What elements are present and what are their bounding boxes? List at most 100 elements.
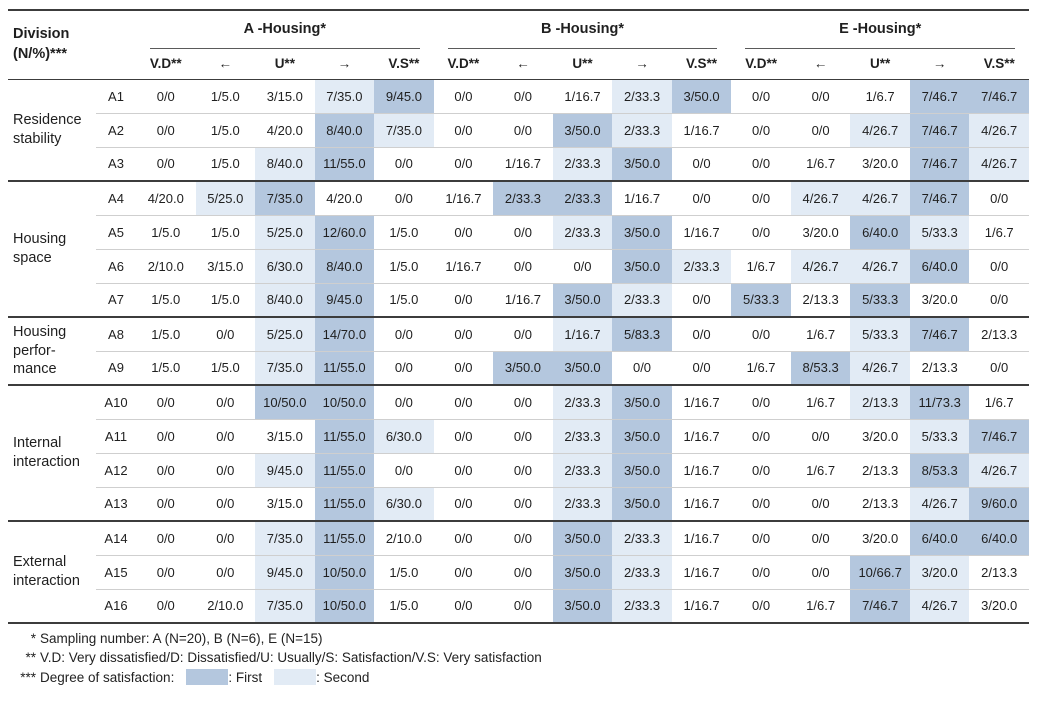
left-arrow-header: ←	[195, 49, 256, 80]
data-cell: 1/6.7	[790, 384, 851, 419]
data-cell: 3/50.0	[612, 248, 672, 283]
data-cell: 11/55.0	[314, 520, 375, 555]
footnote-marker: **	[25, 650, 36, 665]
data-cell: 0/0	[195, 486, 256, 521]
data-cell: 3/15.0	[255, 418, 315, 453]
data-cell: 0/0	[790, 112, 851, 147]
data-cell: 6/30.0	[374, 418, 434, 453]
data-cell: 0/0	[433, 282, 494, 317]
data-cell: 0/0	[493, 214, 553, 249]
data-cell: 8/53.3	[909, 452, 970, 487]
table-body: Residence stability A1 0/0 1/5.0 3/15.0 7/35.…	[8, 79, 1029, 623]
data-cell: 1/16.7	[671, 418, 732, 453]
data-cell: 10/50.0	[255, 384, 315, 419]
data-cell: 9/45.0	[314, 282, 375, 317]
data-cell: 1/16.7	[433, 180, 494, 215]
data-cell: 9/45.0	[255, 554, 315, 589]
data-cell: 0/0	[156, 88, 175, 104]
data-cell: 4/26.7	[969, 146, 1029, 181]
row-item-label: A10	[96, 384, 136, 419]
data-cell: 4/26.7	[969, 452, 1029, 487]
data-cell: 0/0	[433, 520, 494, 555]
table-row: A9 1/5.0 1/5.0 7/35.0 11/55.0 0/0 0/0 3/50.0 3/5…	[8, 350, 1029, 385]
data-cell: 3/50.0	[612, 486, 672, 521]
data-cell: 4/20.0	[314, 180, 375, 215]
table-row: A12 0/0 0/0 9/45.0 11/55.0 0/0 0/0 0/0 2/33.3 3/5…	[8, 452, 1029, 487]
row-item-label: A5	[96, 214, 136, 249]
data-cell: 0/0	[195, 520, 256, 555]
column-group-label: E -Housing*	[745, 11, 1015, 49]
data-cell: 8/40.0	[314, 112, 375, 147]
data-cell: 0/0	[671, 316, 732, 351]
table-row: A2 0/0 1/5.0 4/20.0 8/40.0 7/35.0 0/0 0/0 3/50.0…	[8, 112, 1029, 147]
right-arrow-header: →	[612, 49, 672, 80]
column-header: V.S**	[969, 49, 1029, 80]
data-cell: 3/50.0	[612, 418, 672, 453]
data-cell: 1/16.7	[433, 248, 494, 283]
data-cell: 3/50.0	[612, 146, 672, 181]
page: Division (N/%)*** A -Housing* B -Housing*…	[8, 9, 1029, 685]
table-row: A11 0/0 0/0 3/15.0 11/55.0 6/30.0 0/0 0/0 2/33.3…	[8, 418, 1029, 453]
data-cell: 0/0	[433, 384, 494, 419]
data-cell: 4/26.7	[969, 112, 1029, 147]
data-cell: 0/0	[731, 520, 791, 555]
legend-text: Degree of satisfaction:	[40, 669, 175, 685]
data-cell: 0/0	[671, 282, 732, 317]
data-cell: 5/33.3	[909, 418, 970, 453]
data-cell: 0/0	[433, 350, 494, 385]
data-cell: 0/0	[671, 180, 732, 215]
data-cell: 4/20.0	[255, 112, 315, 147]
row-item-label: A16	[96, 588, 136, 623]
data-cell: 0/0	[552, 248, 613, 283]
data-cell: 4/26.7	[850, 350, 910, 385]
data-cell: 1/6.7	[865, 88, 895, 104]
left-arrow-header: ←	[790, 49, 851, 80]
row-item-label: A7	[96, 282, 136, 317]
data-cell: 3/50.0	[493, 350, 553, 385]
table-row: Housing space A4 4/20.0 5/25.0 7/35.0 4/20.0 0…	[8, 180, 1029, 317]
data-cell: 1/5.0	[374, 248, 434, 283]
data-cell: 0/0	[433, 146, 494, 181]
data-cell: 3/50.0	[552, 112, 613, 147]
data-cell: 7/46.7	[909, 112, 970, 147]
data-cell: 0/0	[790, 418, 851, 453]
table-row: Residence stability A1 0/0 1/5.0 3/15.0 7/35.…	[8, 79, 1029, 147]
data-cell: 2/33.3	[612, 112, 672, 147]
data-cell: 0/0	[454, 88, 473, 104]
column-header: V.S**	[374, 49, 434, 80]
data-cell: 5/33.3	[850, 282, 910, 317]
data-cell: 0/0	[731, 554, 791, 589]
table-row: External interaction A14 0/0 0/0 7/35.0 11/55…	[8, 520, 1029, 623]
column-header: U**	[850, 49, 910, 80]
data-cell: 0/0	[969, 248, 1029, 283]
data-cell: 1/16.7	[493, 146, 553, 181]
column-header: U**	[552, 49, 613, 80]
data-cell: 7/35.0	[255, 520, 315, 555]
data-cell: 0/0	[731, 452, 791, 487]
data-cell: 7/46.7	[969, 79, 1029, 113]
data-cell: 2/33.3	[612, 588, 672, 623]
data-cell: 7/46.7	[909, 316, 970, 351]
data-cell: 2/33.3	[493, 180, 553, 215]
data-cell: 0/0	[136, 452, 196, 487]
data-cell: 1/16.7	[671, 384, 732, 419]
data-cell: 10/50.0	[314, 588, 375, 623]
data-cell: 3/15.0	[255, 486, 315, 521]
column-header: V.D**	[433, 49, 494, 80]
data-cell: 1/5.0	[136, 282, 196, 317]
data-cell: 1/6.7	[969, 384, 1029, 419]
data-cell: 0/0	[374, 384, 434, 419]
data-cell: 2/33.3	[612, 79, 672, 113]
data-cell: 0/0	[374, 316, 434, 351]
table-row: Internal interaction A10 0/0 0/0 10/50.0 10/5…	[8, 384, 1029, 521]
data-cell: 10/66.7	[850, 554, 910, 589]
column-group-header: B -Housing*	[434, 10, 732, 49]
data-cell: 4/26.7	[790, 248, 851, 283]
data-cell: 0/0	[731, 588, 791, 623]
data-cell: 12/60.0	[314, 214, 375, 249]
data-cell: 1/16.7	[671, 486, 732, 521]
data-cell: 0/0	[790, 554, 851, 589]
row-item-label: A1	[108, 88, 124, 104]
data-cell: 3/50.0	[612, 214, 672, 249]
data-cell: 7/46.7	[909, 146, 970, 181]
